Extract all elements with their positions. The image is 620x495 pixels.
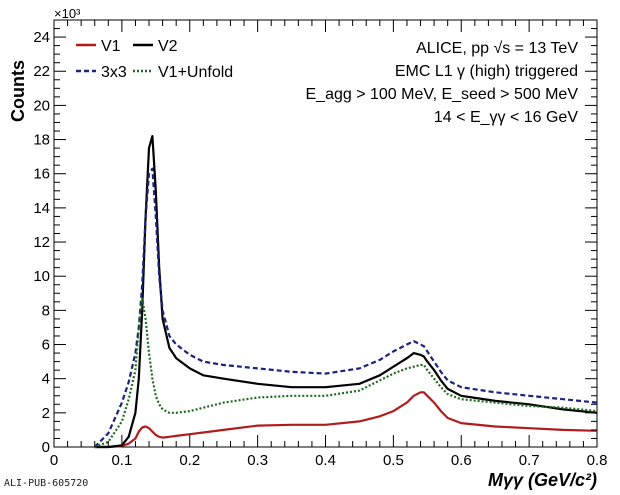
y-tick-label: 18 bbox=[33, 132, 50, 149]
y-tick-label: 20 bbox=[33, 97, 50, 114]
x-tick-label: 0.2 bbox=[179, 452, 200, 469]
x-tick-label: 0.5 bbox=[383, 452, 404, 469]
x-tick-label: 0.7 bbox=[519, 452, 540, 469]
x-axis-title: Mγγ (GeV/c²) bbox=[488, 470, 597, 490]
annotation-line-2: EMC L1 γ (high) triggered bbox=[395, 63, 578, 80]
y-tick-label: 10 bbox=[33, 268, 50, 285]
series-line-v1 bbox=[94, 391, 598, 449]
annotation-line-1: ALICE, pp √s = 13 TeV bbox=[416, 40, 578, 57]
x-tick-label: 0 bbox=[50, 452, 58, 469]
x-tick-label: 0.8 bbox=[587, 452, 608, 469]
y-tick-label: 2 bbox=[42, 405, 50, 422]
annotation-line-3: E_agg > 100 MeV, E_seed > 500 MeV bbox=[306, 86, 579, 103]
legend-label-v1-unfold: V1+Unfold bbox=[158, 64, 233, 81]
y-tick-label: 14 bbox=[33, 200, 50, 217]
plot-frame bbox=[53, 19, 598, 448]
x-tick-label: 0.4 bbox=[315, 452, 336, 469]
series-line-3x3 bbox=[93, 167, 598, 448]
x-tick-label: 0.3 bbox=[247, 452, 268, 469]
y-tick-label: 8 bbox=[42, 302, 50, 319]
y-tick-label: 12 bbox=[33, 234, 50, 251]
y-tick-label: 16 bbox=[33, 166, 50, 183]
x-tick-label: 0.6 bbox=[451, 452, 472, 469]
y-axis-title: Counts bbox=[8, 60, 28, 122]
y-tick-label: 22 bbox=[33, 63, 50, 80]
figure-id-label: ALI-PUB-605720 bbox=[4, 478, 89, 489]
annotation-block: ALICE, pp √s = 13 TeV EMC L1 γ (high) tr… bbox=[306, 40, 579, 126]
legend: V1 V2 3x3 V1+Unfold bbox=[76, 38, 233, 81]
y-tick-label: 0 bbox=[42, 439, 50, 456]
legend-label-3x3: 3x3 bbox=[101, 64, 127, 81]
y-tick-label: 24 bbox=[33, 29, 50, 46]
y-multiplier: ×10³ bbox=[54, 6, 81, 21]
legend-label-v1: V1 bbox=[101, 38, 121, 55]
series-line-v2 bbox=[94, 135, 598, 449]
y-tick-label: 6 bbox=[42, 337, 50, 354]
legend-label-v2: V2 bbox=[158, 38, 178, 55]
x-tick-label: 0.1 bbox=[111, 452, 132, 469]
annotation-line-4: 14 < E_γγ < 16 GeV bbox=[434, 109, 578, 126]
y-tick-label: 4 bbox=[42, 371, 50, 388]
series-line-v1-unfold bbox=[94, 297, 598, 449]
